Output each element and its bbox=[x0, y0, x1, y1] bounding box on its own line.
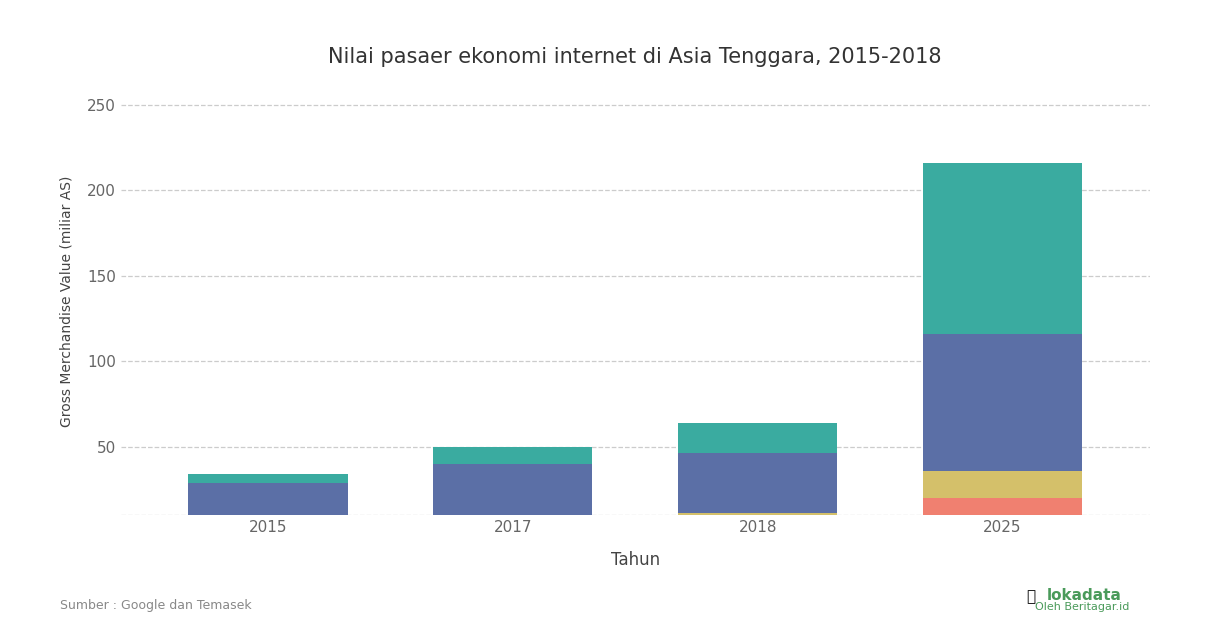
Text: Sumber : Google dan Temasek: Sumber : Google dan Temasek bbox=[60, 599, 252, 612]
Bar bbox=[923, 163, 1082, 334]
Bar bbox=[678, 522, 837, 532]
Bar bbox=[189, 525, 347, 527]
Bar bbox=[433, 527, 593, 532]
Bar bbox=[189, 474, 347, 482]
Bar bbox=[433, 524, 593, 527]
Y-axis label: Gross Merchandise Value (miliar AS): Gross Merchandise Value (miliar AS) bbox=[59, 176, 74, 427]
Bar bbox=[433, 447, 593, 463]
Bar bbox=[433, 463, 593, 524]
Bar bbox=[923, 470, 1082, 498]
Bar bbox=[678, 513, 837, 522]
Bar bbox=[923, 498, 1082, 532]
Legend: Ride-hailing, Online media, Online travel, E-commerce: Ride-hailing, Online media, Online trave… bbox=[284, 617, 986, 628]
Bar bbox=[678, 453, 837, 513]
Text: Oleh Beritagar.id: Oleh Beritagar.id bbox=[1035, 602, 1129, 612]
Text: lokadata: lokadata bbox=[1047, 588, 1122, 603]
Bar bbox=[923, 334, 1082, 470]
Bar bbox=[189, 527, 347, 532]
Bar bbox=[189, 482, 347, 525]
Title: Nilai pasaer ekonomi internet di Asia Tenggara, 2015-2018: Nilai pasaer ekonomi internet di Asia Te… bbox=[328, 47, 943, 67]
X-axis label: Tahun: Tahun bbox=[611, 551, 659, 570]
Bar bbox=[678, 423, 837, 453]
Text: 🌿: 🌿 bbox=[1026, 589, 1036, 604]
